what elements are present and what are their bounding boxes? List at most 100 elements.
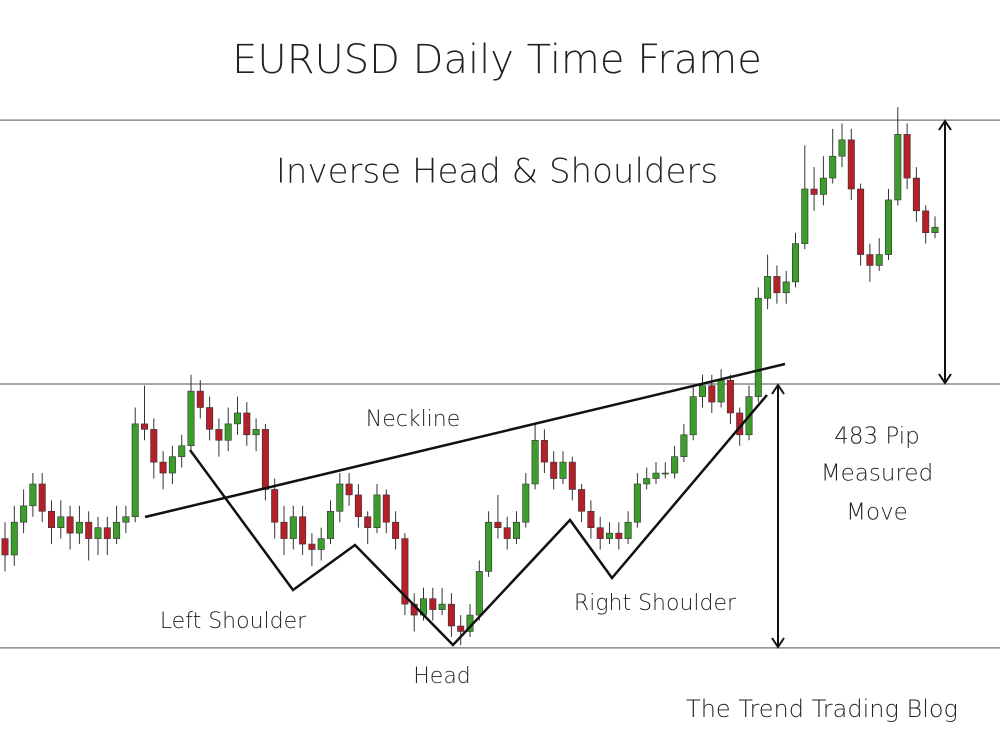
candle-body bbox=[754, 297, 762, 397]
candle-body bbox=[550, 461, 558, 479]
candle-body bbox=[857, 188, 865, 255]
candle-body bbox=[243, 412, 251, 436]
candle-body bbox=[894, 134, 902, 201]
candle-body bbox=[624, 521, 632, 539]
candle-body bbox=[382, 494, 390, 523]
candle-body bbox=[438, 603, 446, 610]
measure-arrows bbox=[771, 119, 952, 649]
candle-body bbox=[187, 390, 195, 447]
candle-body bbox=[29, 483, 37, 507]
candle-body bbox=[884, 199, 892, 255]
annotation: Head bbox=[413, 664, 471, 689]
candle-body bbox=[764, 276, 772, 299]
candle-body bbox=[773, 276, 781, 294]
candle-body bbox=[698, 385, 706, 397]
candle-body bbox=[20, 505, 28, 523]
arrow-head bbox=[938, 119, 952, 131]
candle-body bbox=[38, 483, 46, 512]
candle-body bbox=[131, 423, 139, 518]
candle-body bbox=[503, 527, 511, 539]
candle-body bbox=[85, 521, 93, 539]
candle-body bbox=[847, 139, 855, 190]
candle-body bbox=[708, 385, 716, 403]
candle-body bbox=[671, 456, 679, 474]
candle-body bbox=[494, 521, 502, 528]
candle-body bbox=[326, 510, 334, 539]
candle-body bbox=[159, 461, 167, 474]
chart-title: EURUSD Daily Time Frame bbox=[232, 37, 762, 83]
candle-body bbox=[875, 254, 883, 266]
pattern-lines bbox=[144, 362, 786, 647]
candle-body bbox=[141, 423, 149, 430]
candle-body bbox=[234, 412, 242, 425]
candle-body bbox=[178, 445, 186, 457]
candle-body bbox=[661, 472, 669, 475]
chart-subtitle: Inverse Head & Shoulders bbox=[276, 152, 718, 192]
candle-body bbox=[912, 177, 920, 212]
arrow-head bbox=[771, 637, 785, 649]
candle-body bbox=[401, 538, 409, 605]
candle-body bbox=[810, 188, 818, 195]
candle-body bbox=[289, 516, 297, 539]
candle-body bbox=[66, 516, 74, 534]
candle-body bbox=[150, 429, 158, 463]
candle-body bbox=[1, 538, 9, 556]
candle-body bbox=[931, 226, 939, 234]
candle-body bbox=[922, 210, 930, 234]
candle-body bbox=[280, 521, 288, 539]
candle-body bbox=[47, 510, 55, 528]
annotation: Move bbox=[846, 500, 908, 526]
candle-body bbox=[726, 379, 734, 414]
candle-body bbox=[103, 527, 111, 539]
neckline-line bbox=[144, 362, 786, 519]
candle-body bbox=[643, 478, 651, 485]
candle-body bbox=[57, 516, 65, 528]
candle-body bbox=[354, 494, 362, 518]
candle-body bbox=[531, 439, 539, 485]
candle-body bbox=[689, 396, 697, 436]
candle-body bbox=[317, 538, 325, 550]
candle-body bbox=[587, 510, 595, 528]
candle-body bbox=[652, 472, 660, 479]
candle-body bbox=[252, 429, 260, 436]
candle-body bbox=[224, 423, 232, 441]
candle-body bbox=[271, 489, 279, 523]
candle-body bbox=[261, 429, 269, 490]
candle-body bbox=[838, 139, 846, 157]
candle-body bbox=[866, 254, 874, 266]
candle-body bbox=[392, 521, 400, 539]
candle-body bbox=[829, 155, 837, 179]
candle-body bbox=[522, 483, 530, 523]
candle-body bbox=[206, 407, 214, 430]
arrow-head bbox=[938, 373, 952, 385]
candle-body bbox=[578, 489, 586, 512]
candle-body bbox=[801, 188, 809, 244]
candle-body bbox=[10, 521, 18, 556]
candle-body bbox=[782, 281, 790, 294]
candle-body bbox=[475, 571, 483, 616]
candle-body bbox=[299, 516, 307, 545]
candle-body bbox=[485, 521, 493, 572]
candle-body bbox=[605, 532, 613, 539]
candle-body bbox=[540, 439, 548, 463]
annotation: Right Shoulder bbox=[574, 591, 737, 616]
candle-body bbox=[94, 527, 102, 539]
candle-body bbox=[345, 483, 353, 496]
credit: The Trend Trading Blog bbox=[686, 695, 958, 723]
pattern-zigzag bbox=[188, 394, 768, 647]
candle-body bbox=[717, 379, 725, 403]
candle-body bbox=[122, 516, 130, 523]
candle-body bbox=[215, 429, 223, 441]
candle-body bbox=[364, 516, 372, 528]
candle-body bbox=[429, 598, 437, 610]
candle-body bbox=[447, 603, 455, 627]
candle-body bbox=[903, 134, 911, 179]
candle-body bbox=[113, 521, 121, 539]
candle-body bbox=[196, 390, 204, 408]
candle-body bbox=[168, 456, 176, 474]
candle-body bbox=[336, 483, 344, 512]
candle-body bbox=[819, 177, 827, 195]
candle-body bbox=[373, 494, 381, 528]
annotation: 483 Pip bbox=[834, 424, 920, 450]
